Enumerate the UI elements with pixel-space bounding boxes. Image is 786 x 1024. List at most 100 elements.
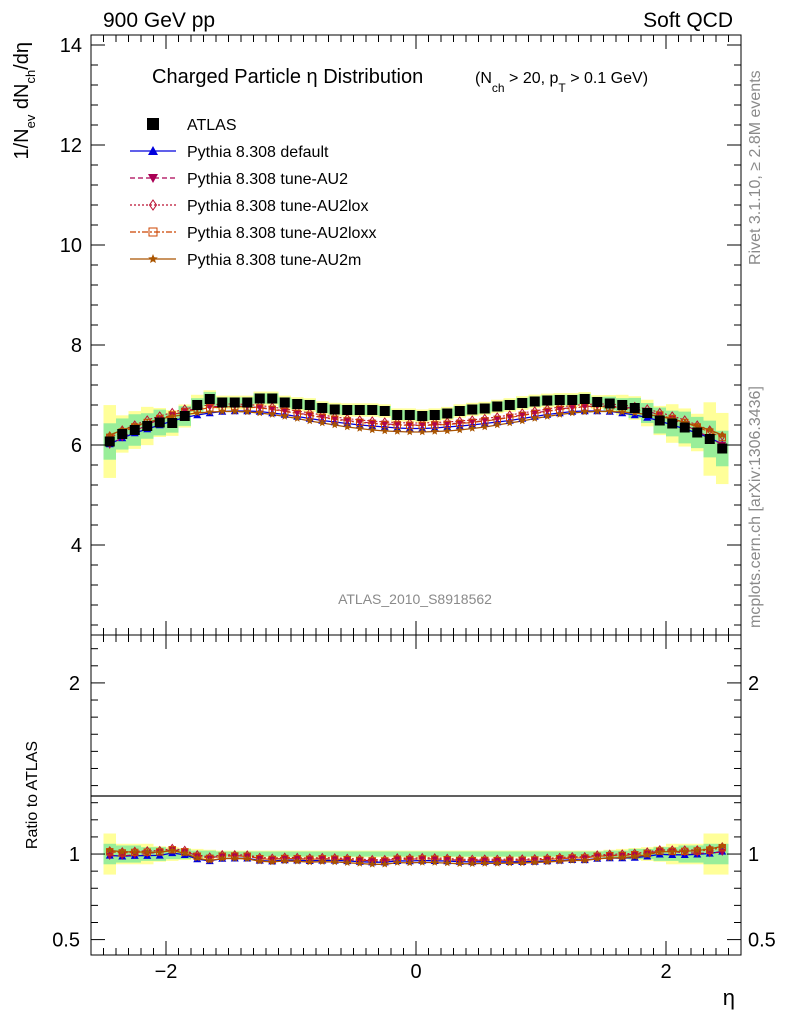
ratio-point-4 (255, 857, 264, 865)
legend-label-0: Pythia 8.308 default (187, 144, 329, 161)
ratio-point-3 (643, 849, 651, 858)
ratio-panel: −2 0 2 0.5 0.5 1 1 2 2 Ratio to ATLAS (24, 634, 776, 983)
ratio-band-inner (566, 851, 579, 857)
series-point-4 (305, 417, 314, 425)
series-point-4 (280, 412, 289, 420)
series-point-4 (255, 409, 264, 417)
ratio-point-4 (193, 854, 202, 862)
series-point-4 (355, 424, 364, 432)
ratio-point-2 (143, 845, 151, 856)
series-point-4 (368, 426, 377, 434)
ratio-point-4 (230, 854, 239, 862)
header-left: 900 GeV pp (103, 9, 215, 32)
ratio-point-4 (568, 856, 577, 864)
ratio-y-tick-label-right: 0.5 (748, 930, 776, 952)
data-point (392, 410, 403, 420)
ratio-point-4 (168, 846, 177, 854)
data-point (542, 395, 553, 406)
upper-panel: 4 6 8 10 12 14 Charged Particle η Distributio… (11, 34, 742, 636)
data-point (529, 396, 540, 407)
data-point (467, 404, 478, 415)
ratio-point-4 (530, 858, 539, 866)
legend-marker-2 (148, 199, 158, 211)
y-tick-label: 14 (60, 35, 82, 57)
series-point-2 (318, 410, 326, 420)
series-point-4 (205, 408, 214, 416)
ratio-point-4 (155, 848, 164, 856)
subscript: ch (23, 70, 38, 84)
series-point-2 (381, 417, 389, 427)
series-point-4 (605, 407, 614, 415)
ratio-point-4 (105, 846, 114, 854)
ratio-y-tick-label: 2 (69, 673, 80, 695)
data-point (217, 397, 228, 408)
series-point-4 (618, 408, 627, 416)
upper-axes: 4 6 8 10 12 14 (60, 35, 741, 635)
series-point-4 (443, 427, 452, 435)
title-sub-part: > 0.1 GeV) (566, 70, 648, 87)
legend-label-3: Pythia 8.308 tune-AU2loxx (187, 225, 376, 242)
ratio-point-4 (205, 856, 214, 864)
ratio-band-inner (466, 851, 479, 857)
series-point-2 (468, 415, 476, 425)
series-point-2 (493, 412, 501, 422)
ratio-point-4 (243, 854, 252, 862)
ratio-band-inner (353, 851, 366, 857)
side-text-top: Rivet 3.1.10, ≥ 2.8M events (747, 70, 764, 265)
data-point (304, 400, 315, 410)
data-point (604, 398, 615, 409)
ratio-point-4 (505, 859, 514, 867)
ratio-point-4 (268, 857, 277, 866)
y-label-part: dN (11, 84, 33, 115)
ratio-y-tick-label: 1 (69, 844, 80, 866)
analysis-label: ATLAS_2010_S8918562 (338, 591, 492, 607)
series-point-4 (505, 419, 514, 427)
ratio-point-4 (493, 859, 502, 867)
legend-label-2: Pythia 8.308 tune-AU2lox (187, 198, 368, 215)
ratio-point-4 (218, 854, 227, 862)
ratio-point-4 (705, 845, 714, 853)
legend-marker-3 (148, 227, 158, 237)
ratio-band-inner (453, 851, 466, 857)
series-point-2 (356, 415, 364, 425)
ratio-point-4 (543, 858, 552, 866)
ratio-point-4 (118, 847, 127, 856)
title-sub-part: > 20, p (505, 70, 559, 87)
series-point-2 (393, 417, 401, 428)
series-point-2 (431, 417, 439, 428)
legend-label-4: Pythia 8.308 tune-AU2m (187, 252, 361, 269)
series-point-4 (268, 410, 277, 418)
series-point-4 (493, 421, 502, 429)
data-point (417, 411, 428, 421)
data-point (154, 417, 165, 428)
series-point-4 (693, 422, 702, 430)
data-point (442, 408, 453, 419)
subscript: ev (23, 114, 38, 128)
ratio-point-4 (580, 856, 589, 864)
series-point-4 (518, 417, 527, 425)
ratio-point-4 (655, 847, 664, 856)
ratio-band-inner (203, 850, 216, 858)
data-point (617, 400, 628, 410)
chart-title: Charged Particle η Distribution (152, 66, 423, 88)
series-point-4 (705, 426, 714, 434)
ratio-point-4 (693, 846, 702, 854)
series-point-2 (456, 416, 464, 426)
ratio-point-4 (393, 858, 402, 866)
series-point-2 (506, 410, 514, 420)
ratio-point-4 (605, 854, 614, 862)
y-tick-label: 10 (60, 235, 82, 257)
y-label-part: /dη (11, 42, 33, 70)
ratio-point-4 (630, 852, 639, 860)
ratio-point-2 (156, 845, 164, 856)
data-point (479, 403, 490, 414)
series-point-4 (168, 412, 177, 420)
series-point-4 (580, 408, 589, 416)
data-point (642, 408, 653, 418)
side-text-bottom: mcplots.cern.ch [arXiv:1306.3436] (747, 386, 764, 628)
y-label-part: 1/N (11, 128, 33, 159)
upper-data-points (104, 393, 728, 454)
data-point (717, 443, 728, 454)
x-tick-label: 0 (410, 961, 421, 983)
y-tick-label: 4 (71, 535, 82, 557)
